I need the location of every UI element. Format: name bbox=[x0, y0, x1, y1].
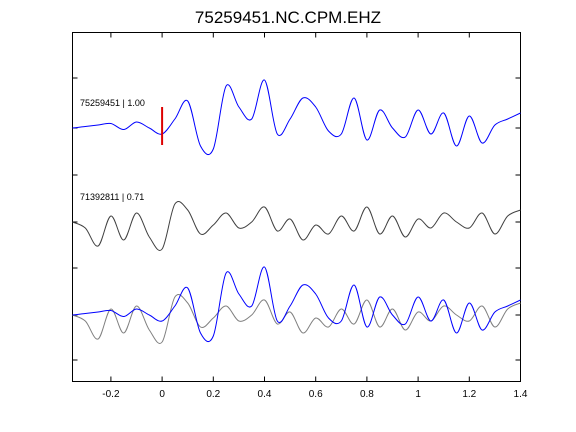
y-axis-ticks bbox=[72, 77, 521, 361]
x-tick-label-3: 0.4 bbox=[258, 389, 272, 400]
trace-labels: 75259451 | 1.00 71392811 | 0.71 bbox=[80, 98, 145, 202]
x-tick-label-1: 0 bbox=[159, 389, 165, 400]
match-trace-label: 71392811 | 0.71 bbox=[80, 192, 144, 202]
template-trace bbox=[72, 79, 521, 156]
x-tick-label-2: 0.2 bbox=[206, 389, 220, 400]
overlay-match-trace bbox=[72, 293, 521, 344]
match-trace bbox=[72, 200, 521, 251]
overlay-template-trace bbox=[72, 266, 521, 343]
x-tick-label-8: 1.4 bbox=[514, 389, 528, 400]
x-axis-ticks: -0.2 0 0.2 0.4 0.6 0.8 1 1.2 1.4 bbox=[102, 32, 528, 400]
template-trace-label: 75259451 | 1.00 bbox=[80, 98, 145, 108]
chart-title: 75259451.NC.CPM.EHZ bbox=[195, 8, 381, 27]
plot-area-frame bbox=[72, 32, 521, 382]
x-tick-label-6: 1 bbox=[415, 389, 421, 400]
x-tick-label-0: -0.2 bbox=[102, 389, 120, 400]
x-tick-label-5: 0.8 bbox=[360, 389, 374, 400]
x-tick-label-7: 1.2 bbox=[462, 389, 476, 400]
trace-group bbox=[72, 79, 521, 344]
x-tick-label-4: 0.6 bbox=[309, 389, 323, 400]
